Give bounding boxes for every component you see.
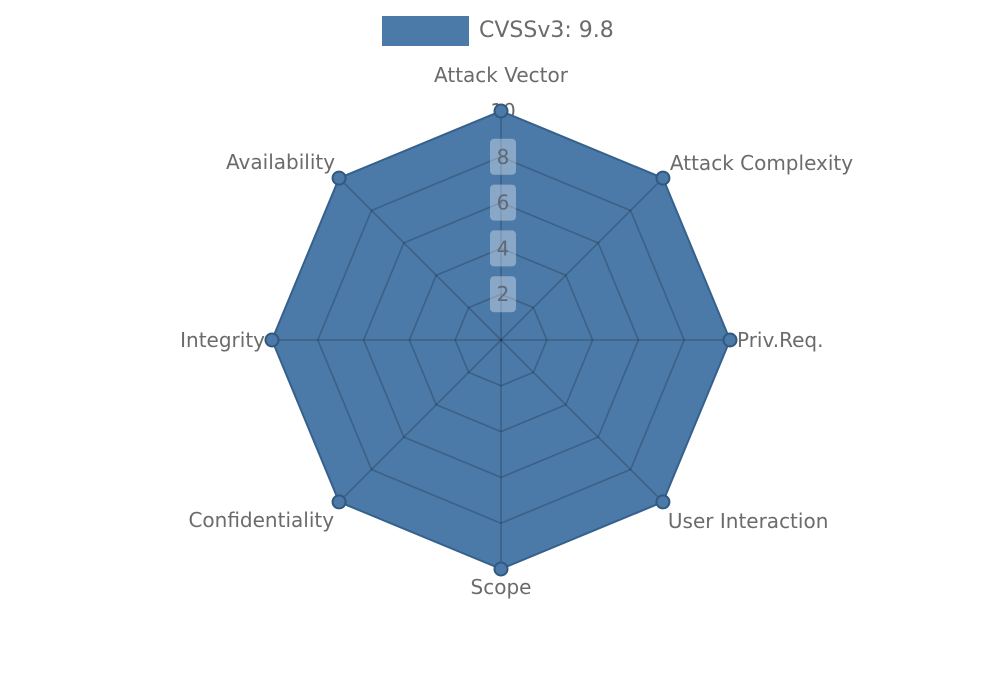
legend-swatch: [382, 16, 469, 46]
grid-ring: [408, 247, 594, 433]
data-point-marker: [331, 494, 347, 510]
grid-spoke: [500, 177, 664, 341]
radial-tick-label: 6: [497, 191, 510, 215]
legend-label: CVSSv3: 9.8: [479, 18, 614, 43]
radial-tick-label: 8: [497, 145, 510, 169]
grid-spoke: [338, 177, 502, 341]
radial-tick: 6: [490, 184, 516, 221]
radial-tick-box: [490, 276, 516, 313]
radial-tick-box: [490, 184, 516, 221]
grid-ring: [454, 293, 548, 387]
data-point-marker: [264, 332, 280, 348]
data-point-marker: [493, 103, 509, 119]
axis-label-confidentiality: Confidentiality: [188, 508, 334, 532]
axis-label-attack-vector: Attack Vector: [434, 63, 569, 87]
legend[interactable]: CVSSv3: 9.8: [382, 16, 614, 46]
axis-label-availability: Availability: [226, 150, 335, 174]
radial-tick-box: [490, 230, 516, 267]
axis-label-user-interaction: User Interaction: [668, 509, 828, 533]
axis-label-priv-req: Priv.Req.: [737, 328, 823, 352]
radial-tick-label: 2: [497, 282, 510, 306]
data-point-marker: [493, 561, 509, 577]
axis-label-integrity: Integrity: [180, 328, 265, 352]
radial-tick: 8: [490, 138, 516, 175]
radial-tick: 4: [490, 230, 516, 267]
data-point-marker: [655, 170, 671, 186]
data-point-marker: [655, 494, 671, 510]
axis-label-scope: Scope: [471, 575, 532, 599]
grid-spoke: [338, 339, 502, 503]
radar-grid: [272, 111, 730, 569]
grid-spoke: [500, 339, 664, 503]
axis-label-attack-complexity: Attack Complexity: [670, 151, 853, 175]
radial-tick-box: [490, 138, 516, 175]
grid-ring: [362, 201, 640, 479]
radial-tick-label: 4: [497, 236, 510, 260]
grid-ring: [316, 155, 686, 525]
radial-tick: 2: [490, 276, 516, 313]
data-point-marker: [331, 170, 347, 186]
data-point-marker: [722, 332, 738, 348]
